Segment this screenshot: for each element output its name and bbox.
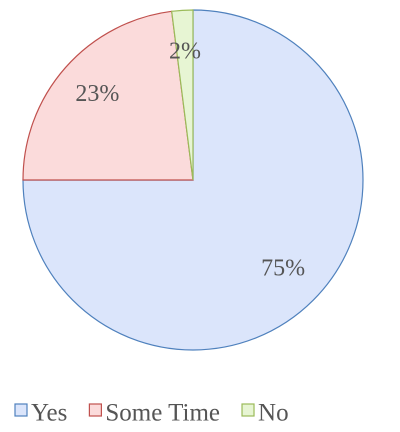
legend-label: No: [258, 400, 289, 427]
legend-swatch: [88, 403, 102, 417]
legend-swatch: [14, 403, 28, 417]
data-label: 2%: [169, 38, 201, 64]
pie-slice: [22, 9, 364, 351]
data-label: 23%: [75, 81, 119, 107]
pie-slice: [22, 10, 194, 181]
legend-swatch: [241, 403, 255, 417]
legend-label: Some Time: [105, 400, 220, 427]
pie-slice: [171, 9, 194, 181]
legend-label: Yes: [31, 400, 67, 427]
data-label: 75%: [261, 256, 305, 282]
